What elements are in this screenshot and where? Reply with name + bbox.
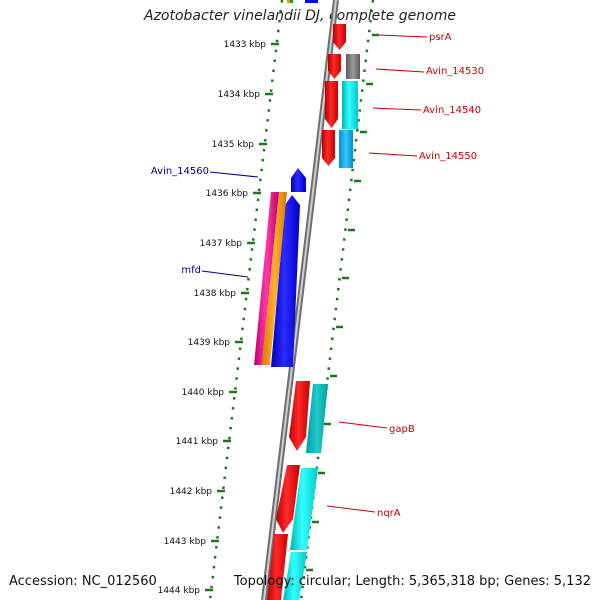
ruler-tick-label: 1443 kbp [164,537,207,547]
gene-leader-line [338,421,388,429]
gene-leader-line [326,505,376,513]
map-title: Azotobacter vinelandii DJ, complete geno… [144,8,456,24]
gene-leader-line [201,270,249,278]
gene-label: nqrA [377,508,401,519]
accession-label: Accession: NC_012560 [9,574,157,589]
ruler-tick-label: 1440 kbp [182,388,225,398]
gene-label: gapB [389,424,415,435]
partial-features-bottom [267,534,307,600]
genome-backbone [261,0,339,600]
gene-leader-line [375,68,425,73]
ruler-tick-label: 1437 kbp [200,239,243,249]
gene-label: Avin_14530 [426,66,484,77]
ruler-tick-label: 1434 kbp [218,90,261,100]
ruler-tick-label: 1438 kbp [194,289,237,299]
ruler-tick-label: 1441 kbp [176,437,219,447]
ruler-tick-label: 1436 kbp [206,189,249,199]
gene-leader-line [368,152,418,157]
partial-features-top [287,0,318,3]
gene-label: mfd [181,265,201,276]
gene-label: Avin_14540 [423,105,481,116]
ruler-tick-label: 1439 kbp [188,338,231,348]
ruler-tick-label: 1435 kbp [212,140,255,150]
feature-orange-block[interactable] [262,192,287,365]
ruler-tick-label: 1433 kbp [224,40,267,50]
feature-psrA[interactable] [333,24,346,50]
ruler: 1433 kbp 1434 kbp 1435 kbp 1436 kbp 1437 kbp… [158,33,379,596]
gene-label: psrA [429,32,452,43]
feature-Avin_14530[interactable] [328,54,360,79]
feature-pink-block[interactable] [254,192,279,365]
feature-nqrA[interactable] [276,465,318,550]
feature-Avin_14550[interactable] [322,130,353,168]
genome-summary: Topology: circular; Length: 5,365,318 bp… [233,574,591,589]
gene-labels: psrA Avin_14530 Avin_14540 Avin_14550 Avin_1… [151,32,484,519]
gene-label: Avin_14550 [419,151,477,162]
feature-gapB[interactable] [289,381,328,453]
feature-Avin_14560[interactable] [291,168,306,192]
gene-leader-line [378,34,428,38]
gene-leader-line [372,107,422,111]
gene-leader-line [209,171,259,178]
feature-Avin_14540[interactable] [325,81,358,129]
feature-mfd[interactable] [271,195,300,367]
ruler-tick-label: 1442 kbp [170,487,213,497]
ruler-dotted-guide-right [299,0,375,600]
gene-label: Avin_14560 [151,166,209,177]
ruler-tick-label: 1444 kbp [158,586,201,596]
ruler-dotted-guide-left [208,0,284,600]
